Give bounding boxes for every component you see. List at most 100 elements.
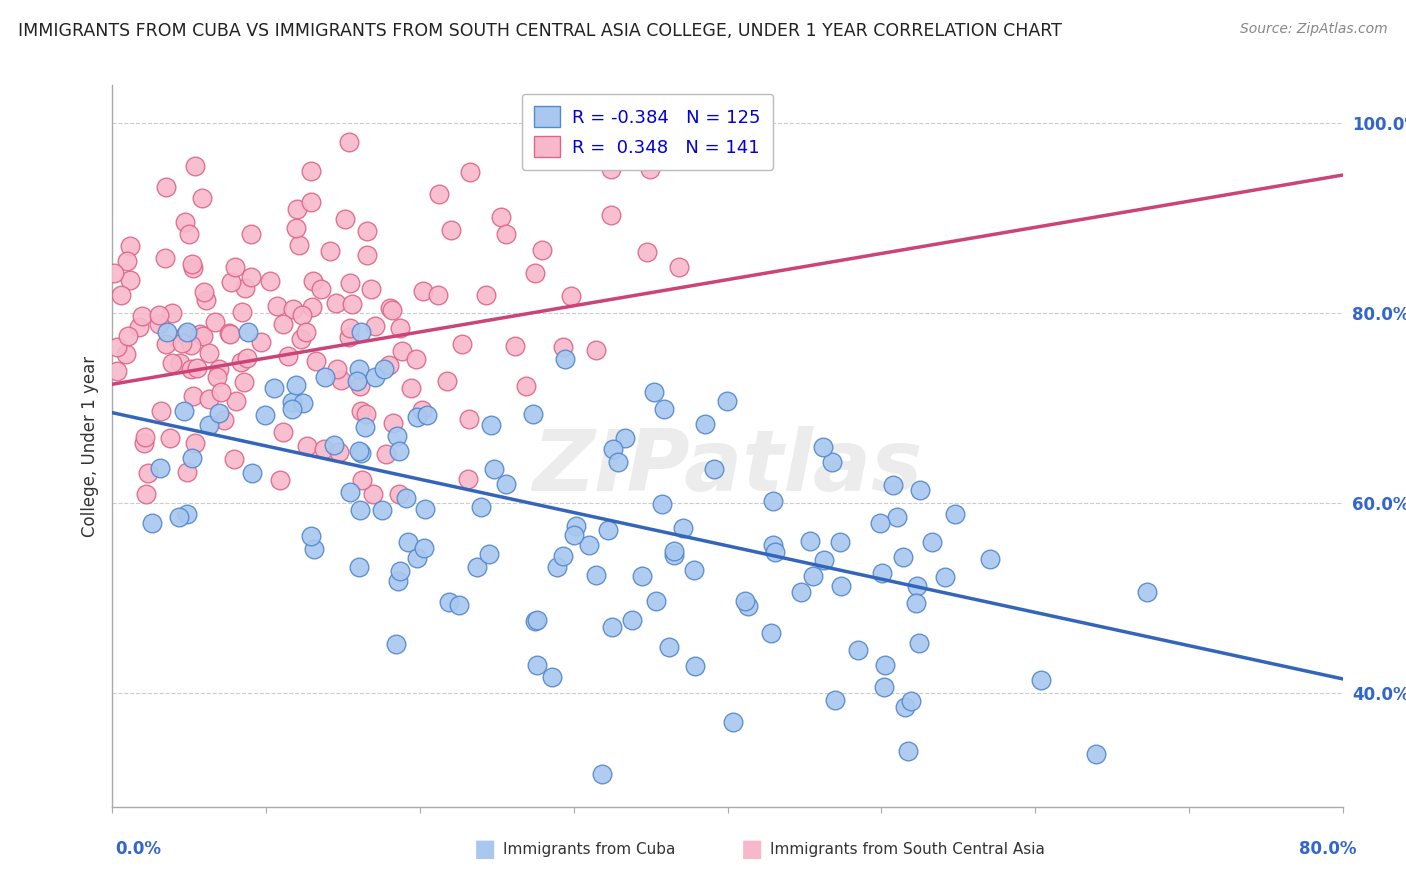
Point — [437, 595, 460, 609]
Point — [329, 373, 352, 387]
Point — [183, 389, 205, 403]
Point — [554, 352, 576, 367]
Point — [813, 552, 835, 566]
Point — [340, 297, 363, 311]
Point — [672, 520, 695, 534]
Point — [908, 483, 931, 498]
Point — [475, 287, 498, 301]
Point — [302, 541, 325, 556]
Point — [801, 569, 824, 583]
Point — [218, 326, 240, 340]
Point — [269, 473, 291, 487]
Point — [191, 191, 214, 205]
Point — [385, 637, 408, 651]
Point — [299, 163, 322, 178]
Text: IMMIGRANTS FROM CUBA VS IMMIGRANTS FROM SOUTH CENTRAL ASIA COLLEGE, UNDER 1 YEAR: IMMIGRANTS FROM CUBA VS IMMIGRANTS FROM … — [18, 22, 1062, 40]
Point — [596, 523, 619, 537]
Point — [523, 266, 546, 280]
Point — [388, 321, 411, 335]
Point — [184, 159, 207, 173]
Point — [148, 317, 170, 331]
Point — [585, 568, 607, 582]
Point — [170, 336, 193, 351]
Point — [846, 642, 869, 657]
Text: 0.0%: 0.0% — [115, 840, 162, 858]
Point — [281, 395, 304, 409]
Point — [762, 493, 785, 508]
Point — [250, 335, 273, 350]
Point — [450, 337, 472, 351]
Point — [523, 615, 546, 629]
Point — [325, 296, 347, 310]
Point — [290, 308, 312, 322]
Point — [387, 574, 409, 588]
Point — [212, 412, 235, 426]
Point — [636, 245, 658, 260]
Point — [253, 408, 276, 422]
Point — [159, 431, 181, 445]
Point — [356, 224, 378, 238]
Point — [186, 361, 208, 376]
Point — [150, 404, 173, 418]
Point — [388, 486, 411, 500]
Point — [219, 327, 242, 342]
Point — [280, 401, 302, 416]
Point — [337, 135, 360, 149]
Point — [339, 321, 361, 335]
Point — [683, 563, 706, 577]
Point — [897, 744, 920, 758]
Point — [236, 351, 259, 365]
Point — [354, 420, 377, 434]
Point — [479, 418, 502, 433]
Point — [299, 529, 322, 543]
Point — [346, 375, 368, 389]
Point — [664, 544, 686, 558]
Point — [436, 374, 458, 388]
Text: Immigrants from South Central Asia: Immigrants from South Central Asia — [770, 842, 1046, 856]
Point — [830, 579, 852, 593]
Point — [631, 569, 654, 583]
Point — [389, 565, 412, 579]
Point — [198, 346, 221, 360]
Point — [526, 613, 548, 627]
Point — [347, 362, 370, 376]
Point — [349, 503, 371, 517]
Point — [281, 302, 304, 317]
Point — [440, 222, 463, 236]
Point — [132, 436, 155, 450]
Legend: R = -0.384   N = 125, R =  0.348   N = 141: R = -0.384 N = 125, R = 0.348 N = 141 — [522, 94, 773, 169]
Point — [685, 659, 707, 673]
Point — [621, 613, 644, 627]
Point — [103, 266, 125, 280]
Point — [285, 378, 308, 392]
Point — [314, 370, 336, 384]
Point — [128, 320, 150, 334]
Point — [239, 270, 262, 285]
Point — [271, 425, 294, 439]
Point — [148, 308, 170, 322]
Point — [354, 408, 377, 422]
Point — [614, 431, 637, 445]
Point — [180, 338, 202, 352]
Point — [107, 340, 129, 354]
Point — [266, 299, 288, 313]
Point — [585, 343, 607, 357]
Point — [644, 594, 666, 608]
Point — [328, 445, 350, 459]
Point — [908, 636, 931, 650]
Point — [373, 361, 395, 376]
Point — [385, 429, 408, 443]
Point — [231, 355, 253, 369]
Point — [197, 392, 219, 406]
Point — [873, 680, 896, 694]
Point — [259, 274, 281, 288]
Point — [284, 220, 307, 235]
Point — [600, 208, 623, 222]
Point — [181, 450, 204, 465]
Point — [149, 461, 172, 475]
Point — [482, 462, 505, 476]
Point — [105, 364, 128, 378]
Point — [347, 444, 370, 458]
Point — [299, 194, 322, 209]
Point — [356, 248, 378, 262]
